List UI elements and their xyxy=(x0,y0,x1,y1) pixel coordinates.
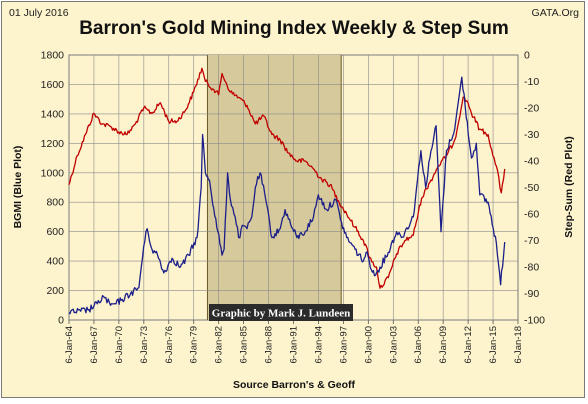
credit-box xyxy=(209,304,353,321)
x-tick-label: 6-Jan-73 xyxy=(139,326,150,364)
x-tick-label: 6-Jan-82 xyxy=(214,326,225,364)
date-label: 01 July 2016 xyxy=(9,7,69,19)
x-tick-label: 6-Jan-67 xyxy=(89,326,100,364)
x-tick-label: 6-Jan-94 xyxy=(313,326,324,364)
y-right-tick-label: -80 xyxy=(524,262,539,274)
y-right-tick-label: -90 xyxy=(524,288,539,300)
x-tick-label: 6-Jan-03 xyxy=(388,326,399,364)
x-tick-label: 6-Jan-18 xyxy=(513,326,524,364)
chart-frame: 01 July 2016 GATA.Org Barron's Gold Mini… xyxy=(1,1,585,398)
y-left-tick-label: 600 xyxy=(46,226,64,238)
x-tick-label: 6-Jan-79 xyxy=(189,326,200,364)
y-left-tick-label: 1800 xyxy=(41,50,65,62)
y-right-tick-label: -30 xyxy=(524,129,539,141)
x-tick-label: 6-Jan-91 xyxy=(289,326,300,364)
chart-canvas: 01 July 2016 GATA.Org Barron's Gold Mini… xyxy=(9,7,580,391)
y-left-tick-label: 1400 xyxy=(41,108,65,120)
y-right-tick-label: -60 xyxy=(524,209,539,221)
series-line-step-sum xyxy=(68,67,506,289)
y-right-tick-label: -70 xyxy=(524,235,539,247)
y-right-tick-label: 0 xyxy=(524,50,530,62)
y-left-tick-label: 400 xyxy=(46,256,64,268)
y-left-tick-label: 0 xyxy=(58,315,64,327)
x-tick-label: 6-Jan-12 xyxy=(463,326,474,364)
series-line-bgmi xyxy=(68,76,506,315)
y-axis-right-label: Step-Sum (Red Plot) xyxy=(563,136,575,238)
y-axis-left-label: BGMI (Blue Plot) xyxy=(12,146,24,229)
y-right-tick-label: -20 xyxy=(524,103,539,115)
x-tick-label: 6-Jan-88 xyxy=(264,326,275,364)
source-site-label: GATA.Org xyxy=(532,7,580,19)
x-axis-label: Source Barron's & Geoff xyxy=(233,379,356,391)
x-tick-label: 6-Jan-70 xyxy=(114,326,125,364)
x-tick-label: 6-Jan-06 xyxy=(413,326,424,364)
shaded-region xyxy=(207,55,342,320)
y-left-tick-label: 800 xyxy=(46,197,64,209)
x-tick-label: 6-Jan-00 xyxy=(363,326,374,364)
x-tick-label: 6-Jan-76 xyxy=(164,326,175,364)
x-tick-label: 6-Jan-97 xyxy=(338,326,349,364)
y-left-tick-label: 1600 xyxy=(41,79,65,91)
x-tick-label: 6-Jan-85 xyxy=(239,326,250,364)
y-right-tick-label: -50 xyxy=(524,182,539,194)
y-left-tick-label: 1200 xyxy=(41,138,65,150)
x-tick-label: 6-Jan-09 xyxy=(438,326,449,364)
chart-title: Barron's Gold Mining Index Weekly & Step… xyxy=(79,18,509,39)
y-left-tick-label: 200 xyxy=(46,285,64,297)
y-right-tick-label: -10 xyxy=(524,76,539,88)
y-right-tick-label: -100 xyxy=(524,315,545,327)
credit-label: Graphic by Mark J. Lundeen xyxy=(212,308,350,320)
x-tick-label: 6-Jan-64 xyxy=(64,326,75,364)
y-left-tick-label: 1000 xyxy=(41,167,65,179)
x-tick-label: 6-Jan-15 xyxy=(488,326,499,364)
y-right-tick-label: -40 xyxy=(524,156,539,168)
